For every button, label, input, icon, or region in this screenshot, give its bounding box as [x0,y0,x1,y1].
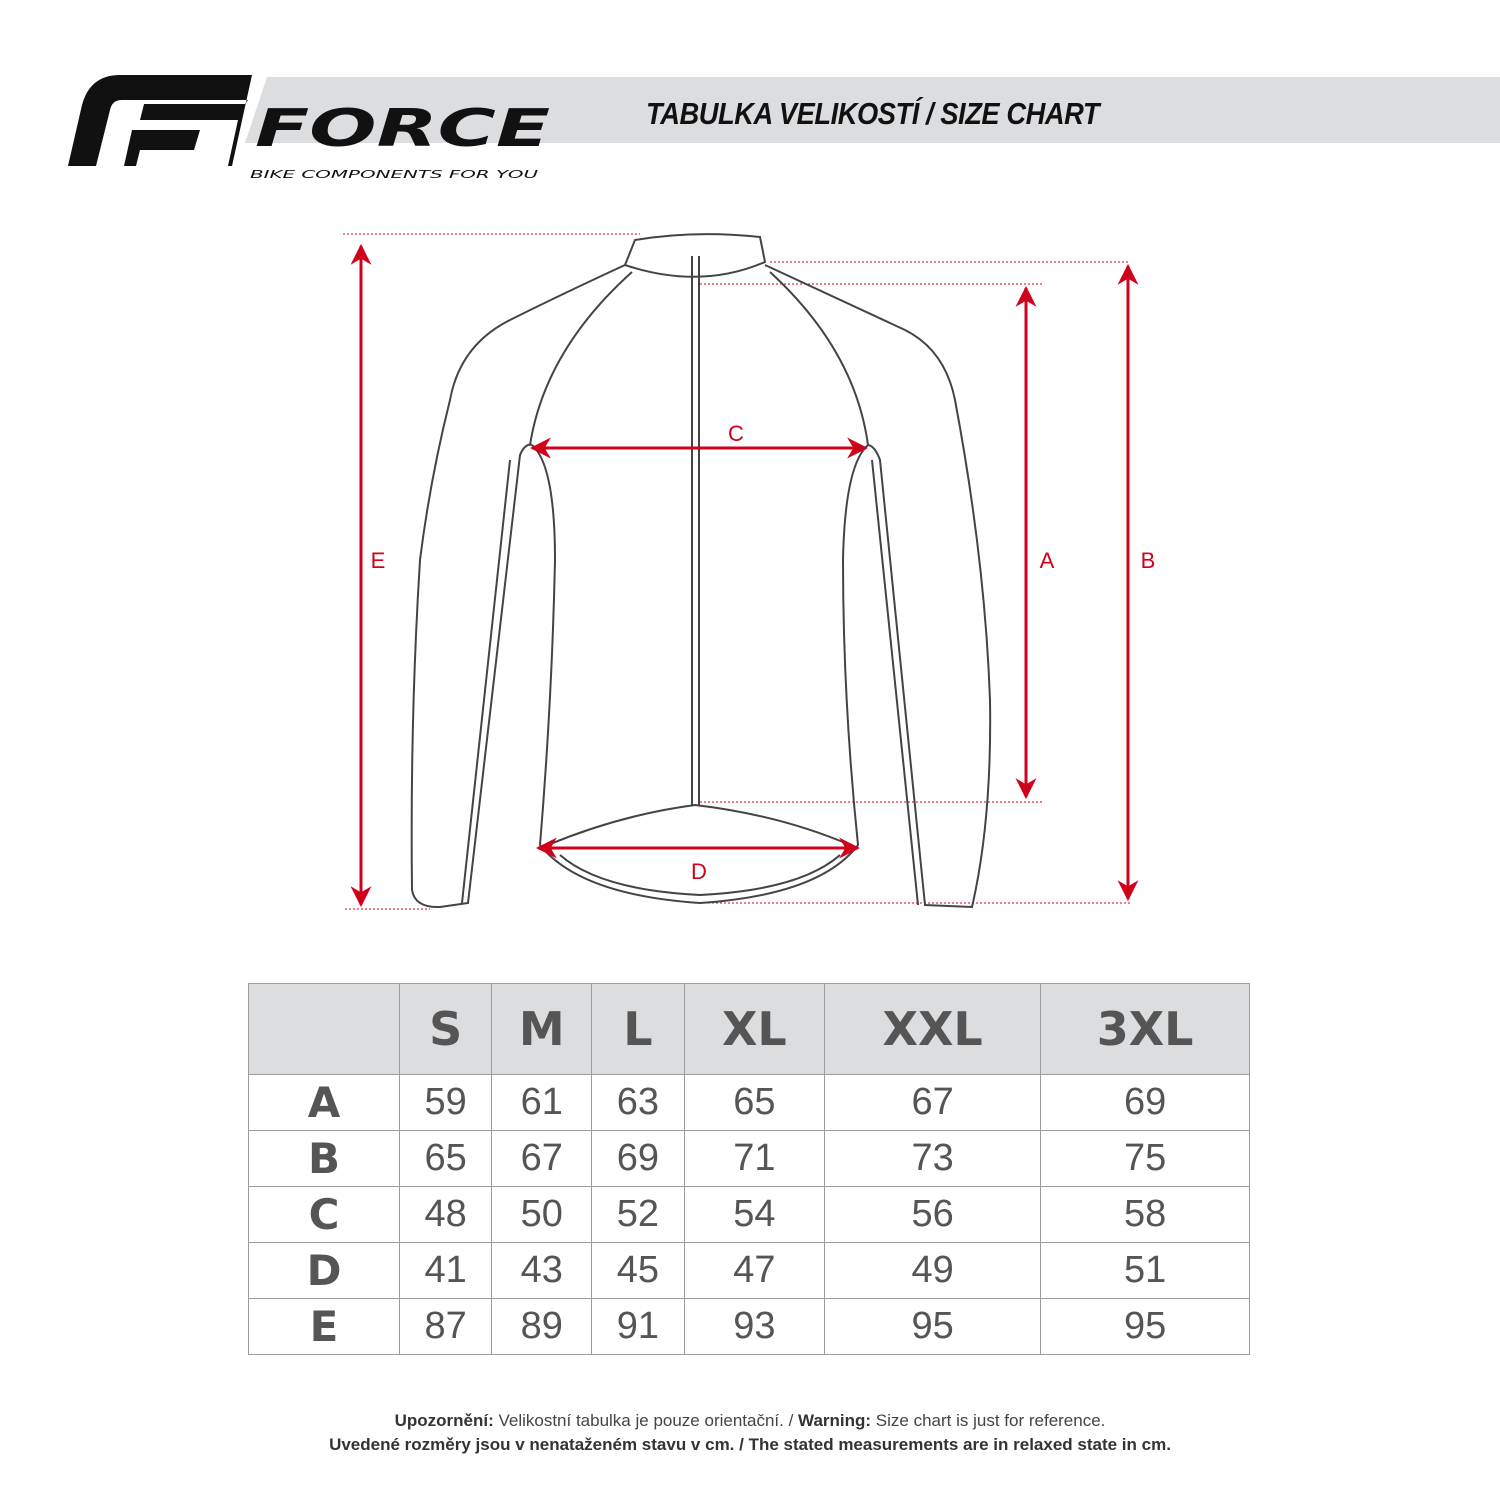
measurement-cell: 69 [591,1130,685,1187]
measurement-cell: 71 [683,1130,826,1187]
measurement-cell: 51 [1040,1242,1250,1299]
measurement-cell: 63 [591,1074,685,1131]
size-header: XXL [824,983,1042,1075]
size-table: S M L XL XXL 3XL A 59 61 63 65 67 69 B 65 67 69 71 7… [248,983,1250,1355]
measurement-cell: 95 [824,1298,1042,1355]
measurement-cell: 49 [824,1242,1042,1299]
measurement-cell: 67 [491,1130,593,1187]
table-row: D 41 43 45 47 49 51 [248,1242,1250,1299]
measurement-cell: 58 [1040,1186,1250,1243]
label-e: E [371,548,386,573]
table-row: C 48 50 52 54 56 58 [248,1186,1250,1243]
size-header: S [398,983,493,1075]
size-header: L [591,983,685,1075]
page-title: TABULKA VELIKOSTÍ / SIZE CHART [646,96,1100,131]
measurement-cell: 73 [824,1130,1042,1187]
measurement-cell: 48 [398,1186,493,1243]
measurement-cell: 95 [1040,1298,1250,1355]
measurement-cell: 56 [824,1186,1042,1243]
measurement-cell: 93 [683,1298,826,1355]
measurement-cell: 41 [398,1242,493,1299]
size-header-row: S M L XL XXL 3XL [248,983,1250,1075]
force-logo: FORCE BIKE COMPONENTS FOR YOU [60,70,560,191]
size-header: M [491,983,593,1075]
row-label: E [248,1298,400,1355]
measurement-cell: 67 [824,1074,1042,1131]
measurement-cell: 69 [1040,1074,1250,1131]
jacket-diagram: E A B C D [343,233,1156,910]
table-row: B 65 67 69 71 73 75 [248,1130,1250,1187]
table-row: E 87 89 91 93 95 95 [248,1298,1250,1355]
measurement-cell: 50 [491,1186,593,1243]
row-label: C [248,1186,400,1243]
label-b: B [1141,548,1156,573]
measurement-cell: 89 [491,1298,593,1355]
jacket-outline [410,233,992,909]
table-row: A 59 61 63 65 67 69 [248,1074,1250,1131]
measurement-cell: 61 [491,1074,593,1131]
brand-tagline: BIKE COMPONENTS FOR YOU [250,168,538,181]
measurement-cell: 87 [398,1298,493,1355]
measurement-cell: 65 [398,1130,493,1187]
size-header: 3XL [1040,983,1250,1075]
measurement-cell: 45 [591,1242,685,1299]
warning-line: Upozornění: Velikostní tabulka je pouze … [394,1411,1106,1430]
guide-lines [343,233,1130,910]
measurement-note: Uvedené rozměry jsou v nenataženém stavu… [329,1435,1171,1454]
measurement-cell: 43 [491,1242,593,1299]
measurement-cell: 65 [683,1074,826,1131]
measurement-cell: 91 [591,1298,685,1355]
label-a: A [1040,548,1055,573]
size-header: XL [683,983,826,1075]
brand-name: FORCE [255,99,550,159]
row-label: B [248,1130,400,1187]
label-c: C [728,421,744,446]
header-banner [245,77,1500,143]
measurement-cell: 75 [1040,1130,1250,1187]
measurement-cell: 59 [398,1074,493,1131]
measurement-cell: 52 [591,1186,685,1243]
corner-cell [248,983,400,1075]
row-label: D [248,1242,400,1299]
measurement-cell: 47 [683,1242,826,1299]
measurement-cell: 54 [683,1186,826,1243]
row-label: A [248,1074,400,1131]
label-d: D [691,859,707,884]
